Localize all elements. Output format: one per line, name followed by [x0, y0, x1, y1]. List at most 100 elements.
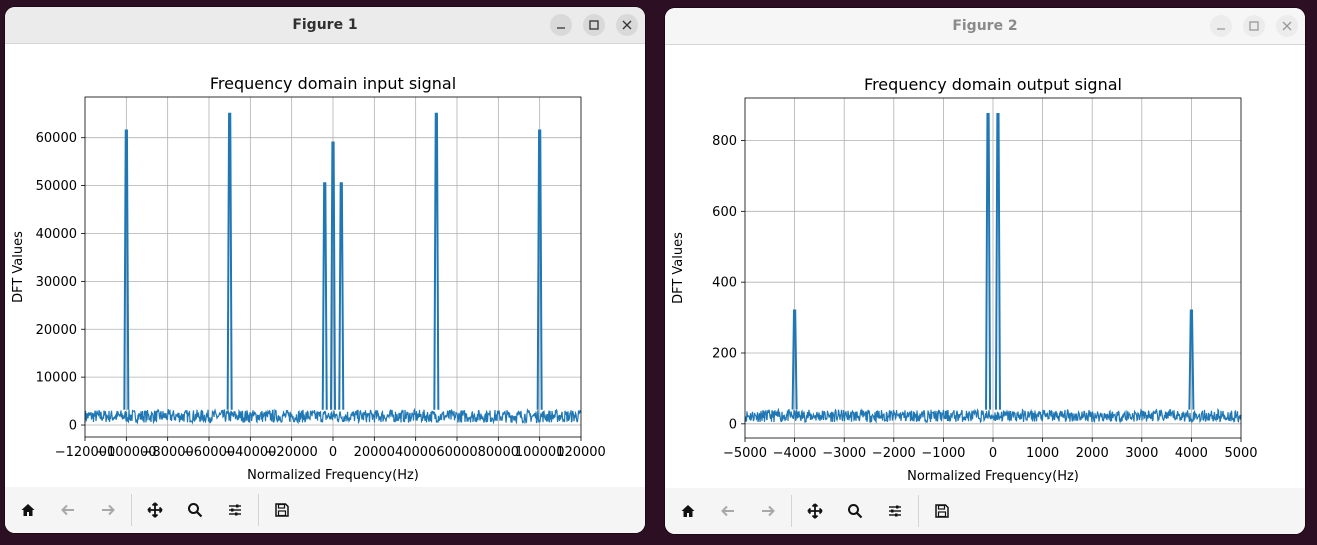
back-arrow-icon	[61, 504, 74, 516]
spectrum-peak	[123, 129, 130, 410]
maximize-button[interactable]	[1243, 15, 1265, 37]
configure-subplots-button[interactable]	[223, 498, 247, 522]
toolbar-separator	[131, 494, 132, 526]
x-tick-label: −120000	[55, 445, 116, 460]
x-tick-label: −3000	[822, 446, 866, 461]
x-tick-label: −40000	[224, 445, 276, 460]
chart-title: Frequency domain input signal	[210, 74, 456, 93]
y-tick-label: 0	[69, 419, 77, 434]
forward-button[interactable]	[96, 498, 120, 522]
figure-2-window: Figure 2 −5000 −4000 −3000 −2000 −1000 0 1000 2…	[665, 8, 1305, 534]
y-tick-label: 60000	[36, 131, 77, 146]
minimize-button[interactable]	[550, 14, 572, 36]
zoom-button[interactable]	[183, 498, 207, 522]
back-button[interactable]	[716, 499, 740, 523]
x-axis-label: Normalized Frequency(Hz)	[907, 469, 1079, 484]
y-tick-label: 200	[712, 347, 737, 362]
x-tick-label: 0	[329, 445, 337, 460]
x-tick-label: 5000	[1224, 446, 1257, 461]
x-tick-label: −80000	[142, 445, 194, 460]
toolbar-separator	[791, 495, 792, 527]
save-icon	[935, 504, 949, 518]
y-tick-label: 10000	[36, 371, 77, 386]
figure-2-canvas[interactable]: −5000 −4000 −3000 −2000 −1000 0 1000 2000 3000 40…	[665, 45, 1305, 488]
x-tick-label: 80000	[478, 445, 519, 460]
configure-subplots-button[interactable]	[883, 499, 907, 523]
spectrum-peak	[994, 112, 1001, 410]
forward-button[interactable]	[756, 499, 780, 523]
back-arrow-icon	[721, 505, 734, 517]
save-button[interactable]	[270, 498, 294, 522]
maximize-icon	[589, 20, 599, 30]
x-tick-label: −60000	[183, 445, 235, 460]
title-bar[interactable]: Figure 1	[5, 7, 645, 44]
toolbar-separator	[258, 494, 259, 526]
x-tick-label: 3000	[1125, 446, 1158, 461]
y-tick-label: 800	[712, 134, 737, 149]
x-tick-label: 2000	[1076, 446, 1109, 461]
y-tick-label: 600	[712, 205, 737, 220]
spectrum-peak	[433, 112, 440, 410]
close-button[interactable]	[616, 14, 638, 36]
y-tick-label: 0	[729, 417, 737, 432]
y-axis-label: DFT Values	[11, 231, 26, 303]
maximize-button[interactable]	[583, 14, 605, 36]
minimize-icon	[557, 27, 565, 29]
x-tick-label: −1000	[921, 446, 965, 461]
x-tick-label: 4000	[1175, 446, 1208, 461]
x-tick-label: 0	[989, 446, 997, 461]
figure-1-window: Figure 1 −120000 −100000 −80000 −60000 −4000…	[5, 7, 645, 533]
window-title: Figure 2	[952, 18, 1018, 34]
zoom-button[interactable]	[843, 499, 867, 523]
spectrum-peak	[226, 112, 233, 410]
spectrum-peak	[985, 112, 992, 410]
x-tick-label: −2000	[872, 446, 916, 461]
y-axis-label: DFT Values	[671, 232, 686, 304]
home-button[interactable]	[16, 498, 40, 522]
forward-arrow-icon	[762, 505, 775, 517]
x-tick-label: 120000	[556, 445, 606, 460]
toolbar-separator	[918, 495, 919, 527]
zoom-icon	[188, 503, 203, 518]
spectrum-noise-trace	[744, 407, 1242, 424]
x-tick-label: 20000	[354, 445, 395, 460]
spectrum-peak	[338, 182, 345, 410]
x-tick-label: 100000	[515, 445, 565, 460]
spectrum-peak	[330, 141, 336, 410]
close-icon	[1282, 21, 1292, 31]
y-tick-label: 20000	[36, 323, 77, 338]
back-button[interactable]	[56, 498, 80, 522]
x-tick-label: −100000	[96, 445, 157, 460]
home-button[interactable]	[676, 499, 700, 523]
spectrum-peak	[321, 182, 328, 410]
pan-icon	[147, 502, 163, 518]
configure-subplots-icon	[889, 505, 901, 517]
navigation-toolbar	[5, 487, 645, 533]
spectrum-noise-trace	[84, 407, 582, 425]
pan-icon	[807, 503, 823, 519]
y-tick-label: 400	[712, 276, 737, 291]
x-tick-label: 40000	[395, 445, 436, 460]
minimize-button[interactable]	[1210, 15, 1232, 37]
pan-button[interactable]	[143, 498, 167, 522]
pan-button[interactable]	[803, 499, 827, 523]
home-icon	[681, 505, 695, 517]
save-button[interactable]	[930, 499, 954, 523]
figure-1-canvas[interactable]: −120000−100000−80000−60000−40000−20000 0 2…	[5, 44, 645, 487]
minimize-icon	[1217, 28, 1225, 30]
home-icon	[21, 504, 35, 516]
spectrum-peak	[1188, 309, 1195, 410]
zoom-icon	[848, 504, 863, 519]
chart-title: Frequency domain output signal	[864, 75, 1122, 94]
maximize-icon	[1249, 21, 1259, 31]
forward-arrow-icon	[102, 504, 115, 516]
y-tick-label: 50000	[36, 179, 77, 194]
title-bar[interactable]: Figure 2	[665, 8, 1305, 45]
close-button[interactable]	[1276, 15, 1298, 37]
close-icon	[622, 20, 632, 30]
navigation-toolbar	[665, 488, 1305, 534]
x-tick-label: −4000	[773, 446, 817, 461]
window-title: Figure 1	[292, 17, 358, 33]
spectrum-peak	[536, 129, 543, 410]
x-axis-label: Normalized Frequency(Hz)	[247, 468, 419, 483]
